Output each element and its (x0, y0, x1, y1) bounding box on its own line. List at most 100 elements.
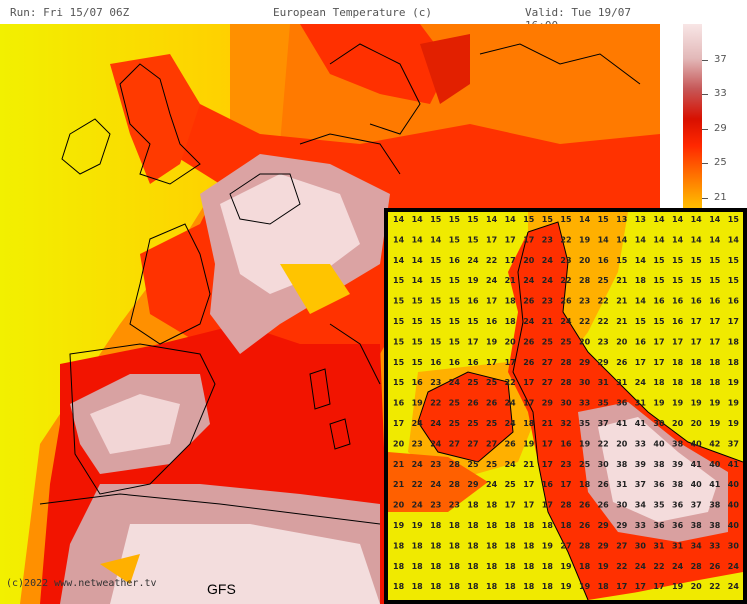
grid-temperature-value: 40 (728, 501, 740, 510)
grid-temperature-value: 16 (486, 317, 498, 326)
grid-temperature-value: 38 (672, 480, 684, 489)
grid-temperature-value: 30 (598, 460, 610, 469)
grid-temperature-value: 22 (560, 235, 571, 244)
grid-temperature-value: 18 (728, 337, 740, 346)
grid-temperature-value: 22 (598, 439, 609, 448)
grid-temperature-value: 17 (505, 501, 516, 510)
grid-temperature-value: 38 (709, 501, 721, 510)
grid-temperature-value: 18 (393, 562, 405, 571)
grid-temperature-value: 17 (523, 399, 534, 408)
grid-temperature-value: 16 (728, 297, 740, 306)
legend-tick (702, 129, 708, 130)
grid-temperature-value: 15 (393, 317, 405, 326)
grid-temperature-value: 18 (635, 276, 647, 285)
grid-temperature-value: 30 (616, 501, 628, 510)
grid-temperature-value: 29 (598, 358, 610, 367)
grid-temperature-value: 23 (449, 501, 460, 510)
grid-temperature-value: 14 (393, 256, 405, 265)
grid-temperature-value: 18 (728, 358, 740, 367)
grid-temperature-value: 15 (728, 215, 740, 224)
grid-temperature-value: 17 (523, 480, 534, 489)
grid-temperature-value: 18 (412, 582, 424, 591)
legend-label: 21 (714, 192, 727, 203)
legend-label: 37 (714, 54, 727, 65)
grid-temperature-value: 20 (579, 337, 591, 346)
grid-temperature-value: 14 (486, 215, 498, 224)
grid-temperature-value: 17 (505, 256, 516, 265)
grid-temperature-value: 18 (560, 521, 572, 530)
grid-temperature-value: 19 (542, 541, 554, 550)
grid-temperature-value: 33 (635, 439, 646, 448)
grid-temperature-value: 19 (412, 521, 424, 530)
grid-temperature-value: 25 (598, 276, 610, 285)
grid-temperature-value: 15 (412, 317, 424, 326)
grid-temperature-value: 22 (560, 276, 571, 285)
grid-temperature-value: 21 (393, 480, 405, 489)
grid-temperature-value: 14 (393, 215, 405, 224)
grid-temperature-value: 25 (467, 460, 479, 469)
grid-temperature-value: 24 (542, 276, 554, 285)
grid-temperature-value: 15 (412, 358, 424, 367)
grid-temperature-value: 25 (560, 337, 572, 346)
grid-temperature-value: 19 (672, 399, 684, 408)
grid-temperature-value: 32 (560, 419, 571, 428)
grid-temperature-value: 37 (635, 480, 646, 489)
grid-temperature-value: 29 (467, 480, 479, 489)
legend-tick (702, 163, 708, 164)
grid-temperature-value: 19 (412, 399, 424, 408)
grid-temperature-value: 15 (616, 256, 628, 265)
grid-temperature-value: 14 (430, 235, 442, 244)
grid-temperature-value: 28 (691, 562, 703, 571)
grid-temperature-value: 19 (653, 399, 665, 408)
grid-temperature-value: 17 (486, 358, 497, 367)
grid-temperature-value: 38 (616, 460, 628, 469)
grid-temperature-value: 19 (598, 562, 610, 571)
grid-temperature-value: 23 (560, 256, 571, 265)
grid-temperature-value: 24 (449, 378, 461, 387)
grid-temperature-value: 26 (560, 297, 572, 306)
grid-temperature-value: 15 (412, 297, 424, 306)
grid-temperature-value: 35 (598, 399, 610, 408)
grid-temperature-value: 29 (616, 521, 628, 530)
grid-temperature-value: 29 (598, 541, 610, 550)
grid-temperature-value: 17 (523, 378, 534, 387)
grid-temperature-value: 36 (653, 521, 665, 530)
grid-temperature-value: 36 (653, 480, 665, 489)
grid-temperature-value: 19 (486, 337, 498, 346)
grid-temperature-value: 22 (486, 256, 497, 265)
grid-temperature-value: 25 (486, 460, 498, 469)
grid-temperature-value: 20 (672, 419, 684, 428)
grid-temperature-value: 19 (579, 582, 591, 591)
grid-temperature-value: 17 (672, 337, 683, 346)
grid-temperature-value: 14 (635, 256, 647, 265)
grid-temperature-value: 24 (505, 460, 517, 469)
grid-temperature-value: 30 (653, 419, 665, 428)
grid-temperature-value: 18 (505, 297, 517, 306)
grid-temperature-value: 17 (635, 358, 646, 367)
grid-temperature-value: 17 (653, 337, 664, 346)
grid-temperature-value: 14 (393, 235, 405, 244)
grid-temperature-value: 25 (505, 480, 517, 489)
grid-temperature-value: 23 (542, 235, 553, 244)
grid-temperature-value: 17 (486, 297, 497, 306)
grid-temperature-value: 41 (616, 419, 628, 428)
grid-temperature-value: 15 (542, 215, 554, 224)
grid-temperature-value: 16 (542, 480, 554, 489)
grid-temperature-value: 15 (598, 215, 610, 224)
grid-temperature-value: 17 (653, 358, 664, 367)
grid-temperature-value: 34 (691, 541, 703, 550)
grid-temperature-value: 24 (505, 419, 517, 428)
uk-inset-map: 14 14 15 15 15 14 14 15 15 15 14 15 13 13 14 14 14 14 15 14… (384, 208, 747, 604)
grid-temperature-value: 24 (728, 582, 740, 591)
grid-temperature-value: 17 (523, 235, 534, 244)
grid-temperature-value: 23 (542, 297, 553, 306)
grid-temperature-value: 17 (467, 337, 478, 346)
grid-temperature-value: 18 (430, 562, 442, 571)
grid-temperature-value: 16 (393, 399, 405, 408)
grid-temperature-value: 17 (505, 358, 516, 367)
grid-temperature-value: 18 (709, 378, 721, 387)
grid-temperature-value: 24 (467, 256, 479, 265)
grid-temperature-value: 14 (635, 297, 647, 306)
grid-temperature-value: 40 (709, 460, 721, 469)
temperature-value-grid: 14 14 15 15 15 14 14 15 15 15 14 15 13 13 14 14 14 14 15 14… (393, 215, 740, 591)
